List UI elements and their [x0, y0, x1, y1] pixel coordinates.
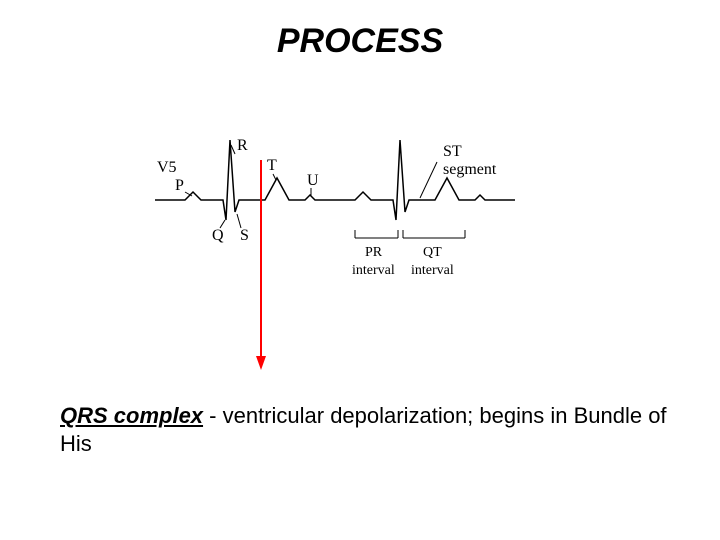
t-leader: [273, 174, 276, 180]
q-label: Q: [212, 227, 224, 244]
lead-label: V5: [157, 159, 177, 176]
st-leader: [420, 162, 437, 198]
pr-label-2: interval: [352, 263, 395, 278]
arrow-head-icon: [256, 356, 266, 370]
caption-term: QRS complex: [60, 403, 203, 428]
pr-label-1: PR: [365, 245, 383, 260]
ecg-svg: V5 R P T U Q S ST segment PR interval: [155, 130, 555, 320]
qt-label-1: QT: [423, 245, 442, 260]
s-label: S: [240, 227, 249, 244]
st-label-1: ST: [443, 143, 462, 160]
p-label: P: [175, 177, 184, 194]
u-label: U: [307, 172, 319, 189]
caption: QRS complex - ventricular depolarization…: [60, 402, 670, 457]
s-leader: [237, 214, 241, 228]
ecg-diagram: V5 R P T U Q S ST segment PR interval: [155, 130, 555, 320]
t-label: T: [267, 157, 277, 174]
qrs-arrow: [256, 160, 266, 370]
qt-label-2: interval: [411, 263, 454, 278]
page-title: PROCESS: [0, 22, 720, 61]
r-label: R: [237, 137, 248, 154]
st-label-2: segment: [443, 161, 497, 178]
